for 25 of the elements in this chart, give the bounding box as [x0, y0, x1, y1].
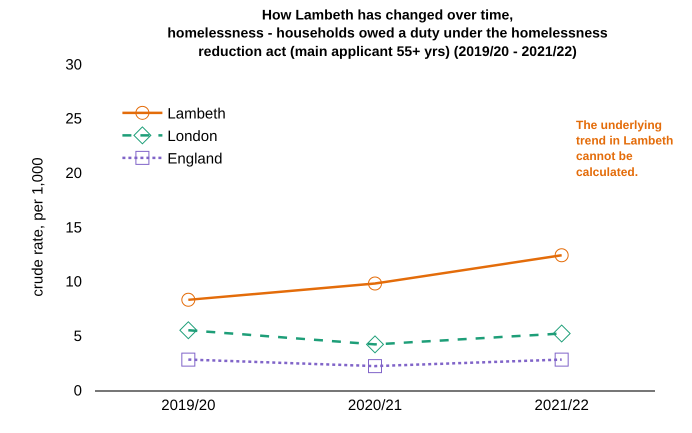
point: [552, 324, 571, 342]
y-tick-label: 25: [65, 110, 82, 128]
legend-label: England: [167, 150, 222, 168]
y-tick-label: 10: [65, 274, 82, 291]
y-tick-label: 30: [65, 56, 82, 74]
legend-label: London: [167, 128, 218, 146]
x-tick-label: 2020/21: [348, 396, 402, 414]
y-tick-label: 15: [65, 219, 82, 236]
y-tick-label: 5: [74, 328, 82, 345]
annotation: The underlying trend in Lambeth cannot be calculated.: [576, 118, 674, 179]
point: [179, 321, 198, 340]
x-tick-label: 2019/20: [161, 396, 216, 414]
point: [181, 352, 196, 367]
x-tick-label: 2021/22: [534, 396, 589, 414]
y-axis-title: crude rate, per 1,000: [30, 157, 47, 297]
chart-title: How Lambeth has changed over time, homelessness - households owed a duty under the homelessness reduction act (main applicant 55+ yrs) (2019/20 - 2021/22): [167, 6, 608, 59]
point: [368, 276, 382, 291]
point: [181, 292, 196, 307]
point: [554, 352, 569, 367]
y-tick-label: 20: [65, 164, 82, 182]
point: [366, 335, 384, 354]
point: [554, 248, 569, 262]
y-tick-label: 0: [74, 382, 82, 400]
legend-label: Lambeth: [167, 106, 226, 123]
point: [368, 359, 382, 374]
